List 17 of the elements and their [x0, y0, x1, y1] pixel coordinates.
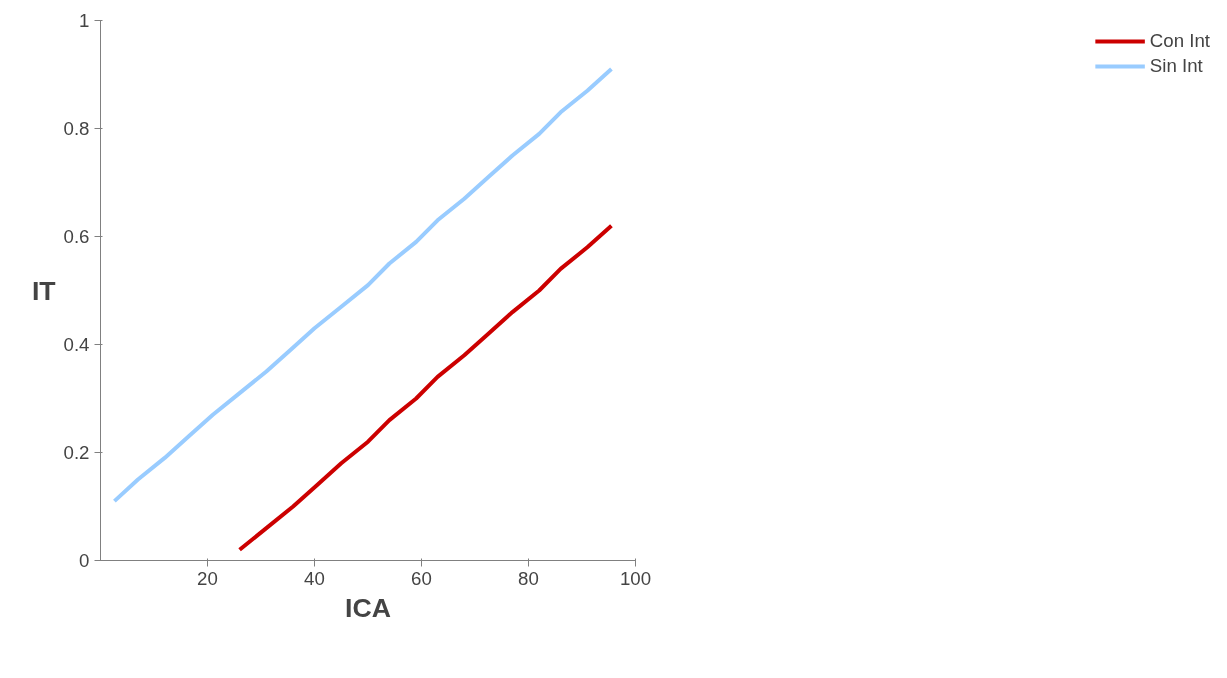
- line-series: [237, 223, 614, 552]
- x-tick-label: 100: [619, 567, 652, 589]
- x-tick-label: 80: [518, 567, 539, 589]
- y-tick-label: 0.8: [63, 118, 90, 139]
- y-axis-title: IT: [31, 275, 56, 306]
- y-tick-label: 0: [79, 550, 90, 571]
- x-tick-label: 40: [304, 567, 325, 589]
- y-tick-label: 1: [79, 10, 90, 31]
- y-tick-label: 0.4: [63, 334, 90, 355]
- x-tick-label: 20: [197, 567, 218, 589]
- x-axis-title: ICA: [345, 592, 391, 623]
- line-series: [112, 67, 614, 504]
- y-tick-label: 0.2: [63, 442, 90, 463]
- legend-label: Con Int: [1149, 30, 1210, 52]
- x-tick-label: 60: [411, 567, 432, 589]
- legend-label: Sin Int: [1149, 55, 1203, 77]
- y-tick-label: 0.6: [63, 226, 90, 247]
